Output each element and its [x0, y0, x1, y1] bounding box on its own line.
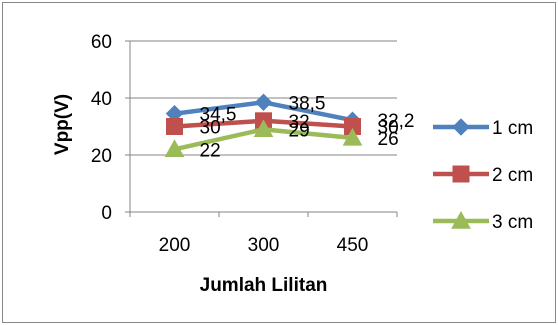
y-tick-label-60: 60	[91, 32, 112, 53]
data-label-1-cm-200: 34,5	[200, 105, 237, 126]
legend-marker-3-cm	[451, 210, 471, 229]
legend-marker-1-cm	[452, 118, 470, 136]
y-axis-title: Vpp(V)	[52, 94, 73, 155]
legend-label-2-cm: 2 cm	[492, 165, 533, 186]
data-label-2-cm-300: 32	[289, 112, 310, 133]
legend-label-1-cm: 1 cm	[492, 118, 533, 139]
y-tick-label-0: 0	[101, 203, 112, 224]
data-label-2-cm-200: 30	[200, 118, 221, 139]
y-tick-label-40: 40	[91, 89, 112, 110]
data-label-3-cm-300: 29	[289, 120, 310, 141]
legend-marker-2-cm	[452, 165, 470, 183]
data-point-3-cm-300	[253, 119, 274, 138]
x-axis-title: Jumlah Lilitan	[200, 275, 328, 296]
data-label-2-cm-450: 30	[378, 118, 399, 139]
data-label-3-cm-450: 26	[378, 129, 399, 150]
data-point-3-cm-200	[164, 139, 185, 157]
series	[164, 93, 363, 157]
legend-item-3-cm: 3 cm	[433, 210, 533, 233]
x-tick-label-450: 450	[337, 235, 369, 256]
legend: 1 cm 2 cm 3 cm	[433, 118, 533, 233]
data-point-2-cm-200	[166, 118, 183, 135]
axes: 0 20 40 60 200 300 450	[91, 32, 398, 256]
data-point-3-cm-450	[342, 127, 363, 146]
x-tick-label-200: 200	[159, 235, 191, 256]
x-tick-label-300: 300	[248, 235, 280, 256]
y-tick-label-20: 20	[91, 146, 112, 167]
legend-label-3-cm: 3 cm	[492, 212, 533, 233]
data-label-1-cm-450: 32,2	[378, 111, 415, 132]
legend-item-2-cm: 2 cm	[433, 165, 533, 186]
data-label-3-cm-200: 22	[200, 140, 221, 161]
data-point-1-cm-300	[254, 93, 273, 111]
legend-item-1-cm: 1 cm	[433, 118, 533, 139]
data-label-1-cm-300: 38,5	[289, 93, 326, 114]
